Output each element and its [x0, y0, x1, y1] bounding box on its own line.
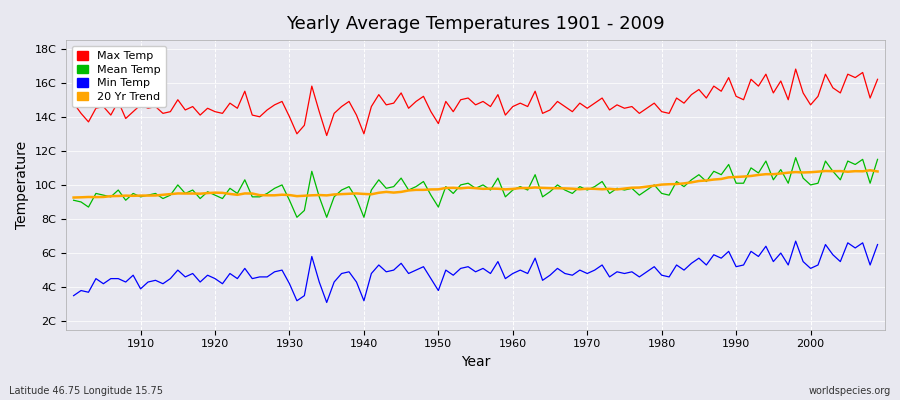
- Text: worldspecies.org: worldspecies.org: [809, 386, 891, 396]
- Legend: Max Temp, Mean Temp, Min Temp, 20 Yr Trend: Max Temp, Mean Temp, Min Temp, 20 Yr Tre…: [72, 46, 166, 107]
- Text: Latitude 46.75 Longitude 15.75: Latitude 46.75 Longitude 15.75: [9, 386, 163, 396]
- Y-axis label: Temperature: Temperature: [15, 141, 29, 229]
- Title: Yearly Average Temperatures 1901 - 2009: Yearly Average Temperatures 1901 - 2009: [286, 15, 665, 33]
- X-axis label: Year: Year: [461, 355, 491, 369]
